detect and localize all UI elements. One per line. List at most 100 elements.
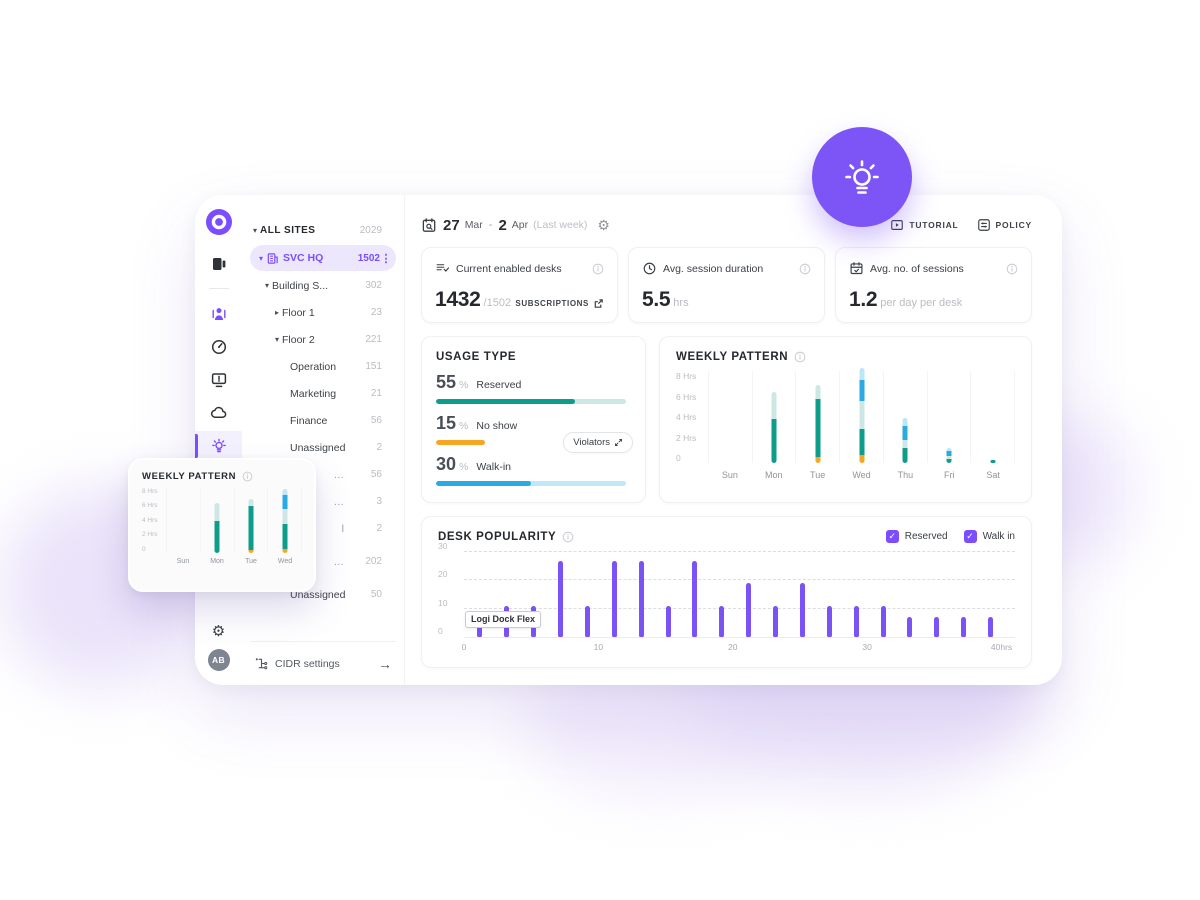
tutorial-label: TUTORIAL: [909, 220, 959, 230]
tree-label: Marketing: [290, 387, 337, 400]
tree-item-obscured[interactable]: l 2: [250, 515, 396, 542]
video-tutorial-icon: [891, 220, 904, 230]
tree-item-unassigned[interactable]: Unassigned 2: [250, 434, 396, 461]
tree-count: 23: [370, 307, 382, 318]
tree-item-floor-2[interactable]: ▾ Floor 2 221: [250, 326, 396, 353]
sidebar-item-alerts[interactable]: [195, 365, 242, 395]
bar-segment-orange: [815, 457, 821, 463]
tree-label: Floor 1: [282, 306, 315, 319]
date-range-note: (Last week): [533, 219, 588, 231]
x-tick-label: 0: [461, 642, 467, 652]
usage-row-reserved: 55 % Reserved: [436, 372, 631, 404]
desk-bar: [961, 617, 967, 637]
app-logo[interactable]: [205, 209, 232, 235]
tree-item-operation[interactable]: Operation 151: [250, 353, 396, 380]
tree-label: Finance: [290, 414, 328, 427]
info-icon[interactable]: [592, 263, 604, 275]
x-tick-label: Wed: [852, 470, 871, 480]
x-axis-labels: 0 10 20 30 40hrs: [461, 642, 1015, 658]
caret-down-icon[interactable]: ▾: [258, 253, 263, 263]
usage-bar-no-show: [436, 440, 626, 445]
subscriptions-link[interactable]: SUBSCRIPTIONS: [515, 298, 604, 309]
chart-column: [970, 371, 1016, 463]
usage-label: Walk-in: [476, 461, 511, 473]
usage-type-title: USAGE TYPE: [436, 351, 517, 363]
tree-item-obscured[interactable]: … 56: [250, 461, 396, 488]
x-tick-label: Tue: [810, 470, 826, 480]
tree-label: …: [333, 555, 345, 568]
policy-button[interactable]: POLICY: [977, 218, 1032, 232]
desk-bar: [746, 583, 752, 637]
date-start-month: Mar: [464, 219, 483, 231]
tutorial-button[interactable]: TUTORIAL: [890, 218, 958, 232]
bar-segment-teal_light: [771, 391, 777, 420]
info-icon[interactable]: [562, 531, 574, 543]
tree-item-obscured[interactable]: … 202: [250, 548, 396, 575]
gridline: [464, 551, 1015, 552]
bar-segment-blue: [902, 426, 908, 441]
arrow-right-icon[interactable]: →: [378, 655, 392, 672]
tree-count: 1502: [357, 252, 380, 264]
chart-tooltip: Logi Dock Flex: [465, 611, 542, 628]
x-tick-label: Mon: [765, 470, 783, 480]
tree-count: 56: [370, 469, 382, 480]
date-start-day: 27: [443, 216, 460, 234]
caret-down-icon[interactable]: ▾: [252, 226, 257, 235]
avatar[interactable]: AB: [207, 649, 230, 671]
weekly-pattern-popover: WEEKLY PATTERN 8 Hrs 6 Hrs 4 Hrs 2 Hrs 0 Sun…: [128, 458, 316, 592]
caret-down-icon[interactable]: ▾: [274, 335, 279, 344]
sidebar-item-insights[interactable]: [195, 431, 242, 461]
checkbox-checked-icon: ✓: [963, 530, 977, 543]
tree-item-finance[interactable]: Finance 56: [250, 407, 396, 434]
sidebar-item-rooms[interactable]: [195, 249, 242, 279]
stacked-bar: [282, 488, 288, 553]
caret-down-icon[interactable]: ▾: [264, 281, 269, 290]
tree-label: Building S...: [272, 279, 329, 292]
desk-bar: [638, 560, 644, 637]
sidebar-item-people[interactable]: [195, 299, 242, 329]
bar-segment-teal_light: [214, 502, 220, 522]
tree-item-building[interactable]: ▾ Building S... 302: [250, 272, 396, 299]
desk-bar: [692, 560, 698, 637]
info-icon[interactable]: [1006, 263, 1018, 275]
sidebar-item-cloud[interactable]: [195, 398, 242, 428]
tree-count: 3: [376, 496, 382, 507]
legend-walk-in-checkbox[interactable]: ✓ Walk in: [963, 530, 1015, 543]
date-settings-gear-icon[interactable]: ⚙: [597, 217, 610, 233]
tree-item-obscured[interactable]: … 3: [250, 488, 396, 515]
stat-title: Current enabled desks: [456, 262, 562, 275]
settings-gear-icon[interactable]: ⚙: [211, 623, 226, 640]
x-tick-label: Tue: [245, 557, 257, 565]
info-icon[interactable]: [794, 351, 806, 363]
usage-bar-reserved: [436, 399, 626, 404]
sidebar-item-usage[interactable]: [195, 332, 242, 362]
y-tick-label: 2 Hrs: [142, 531, 158, 539]
bar-segment-blue: [859, 380, 865, 401]
tree-item-svc-hq[interactable]: ▾ SVC HQ 1502 ⋮: [250, 245, 396, 271]
x-axis-labels: Sun Mon Tue Wed Thu Fri Sat: [708, 470, 1015, 480]
x-tick-label: 40hrs: [990, 642, 1013, 652]
info-icon[interactable]: [799, 263, 811, 275]
tree-item-all-sites[interactable]: ▾ ALL SITES 2029: [250, 217, 396, 244]
kebab-menu-icon[interactable]: ⋮: [380, 252, 392, 265]
caret-right-icon[interactable]: ▸: [274, 308, 279, 317]
y-tick-label: 0: [438, 626, 443, 636]
legend-reserved-checkbox[interactable]: ✓ Reserved: [885, 530, 948, 543]
x-tick-label: 10: [593, 642, 604, 652]
violators-button[interactable]: Violators: [563, 432, 633, 453]
tree-item-floor-1[interactable]: ▸ Floor 1 23: [250, 299, 396, 326]
stacked-bar: [815, 384, 821, 463]
y-tick-label: 8 Hrs: [142, 488, 158, 495]
monitor-alert-icon: [211, 373, 226, 388]
tree-item-marketing[interactable]: Marketing 21: [250, 380, 396, 407]
policy-sliders-icon: [977, 219, 990, 231]
bar-segment-orange: [248, 549, 254, 553]
bar-segment-teal: [815, 398, 821, 458]
y-tick-label: 0: [142, 545, 146, 553]
date-range-picker[interactable]: 27 Mar - 2 Apr (Last week): [421, 217, 587, 234]
bar-segment-blue_light: [859, 367, 865, 381]
cidr-settings-row[interactable]: CIDR settings →: [250, 641, 396, 685]
tree-count: 202: [365, 556, 382, 567]
chart-column: [839, 367, 883, 463]
chart-column: [708, 371, 752, 463]
